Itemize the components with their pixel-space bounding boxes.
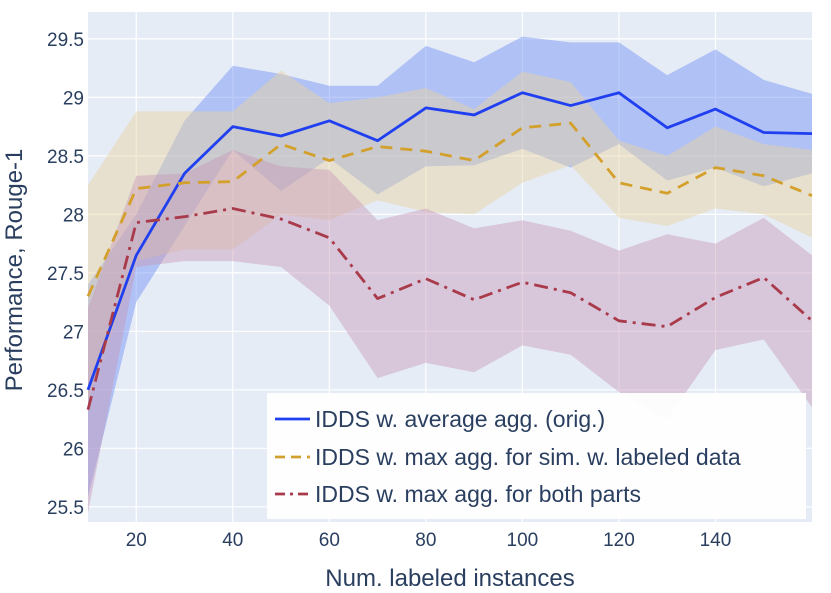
x-tick-label: 20: [126, 530, 147, 551]
legend-label-average-agg: IDDS w. average agg. (orig.): [315, 406, 605, 432]
legend-label-max-agg-labeled: IDDS w. max agg. for sim. w. labeled dat…: [315, 444, 741, 470]
legend-item-max-agg-both: IDDS w. max agg. for both parts: [275, 481, 641, 507]
series-lines: [86, 91, 813, 411]
y-tick-label: 26.5: [47, 381, 84, 402]
line-series-1: [86, 121, 813, 297]
x-tick-label: 120: [603, 530, 635, 551]
y-tick-label: 29: [63, 88, 84, 109]
y-tick-label: 25.5: [47, 498, 84, 519]
y-tick-label: 29.5: [47, 30, 84, 51]
x-axis-ticks: 20 40 60 80 100 120 140: [126, 530, 732, 551]
y-tick-label: 28: [63, 205, 84, 226]
legend-item-average-agg: IDDS w. average agg. (orig.): [275, 406, 605, 432]
y-axis-title: Performance, Rouge-1: [1, 149, 28, 392]
x-tick-label: 140: [700, 530, 732, 551]
y-axis-ticks: 25.5 26 26.5 27 27.5 28 28.5 29 29.5: [47, 30, 84, 519]
x-tick-label: 40: [222, 530, 243, 551]
line-series-2: [86, 207, 813, 411]
line-series-0: [86, 91, 813, 391]
x-tick-label: 80: [415, 530, 436, 551]
legend-box: [267, 393, 806, 519]
y-tick-label: 26: [63, 439, 84, 460]
band-series-2: [88, 150, 812, 513]
x-tick-label: 60: [319, 530, 340, 551]
y-tick-label: 27.5: [47, 264, 84, 285]
legend: IDDS w. average agg. (orig.) IDDS w. max…: [267, 393, 806, 519]
x-axis-title: Num. labeled instances: [325, 565, 574, 592]
y-tick-label: 28.5: [47, 147, 84, 168]
legend-item-max-agg-labeled: IDDS w. max agg. for sim. w. labeled dat…: [275, 444, 741, 470]
x-tick-label: 100: [507, 530, 539, 551]
y-tick-label: 27: [63, 322, 84, 343]
legend-label-max-agg-both: IDDS w. max agg. for both parts: [315, 481, 641, 507]
